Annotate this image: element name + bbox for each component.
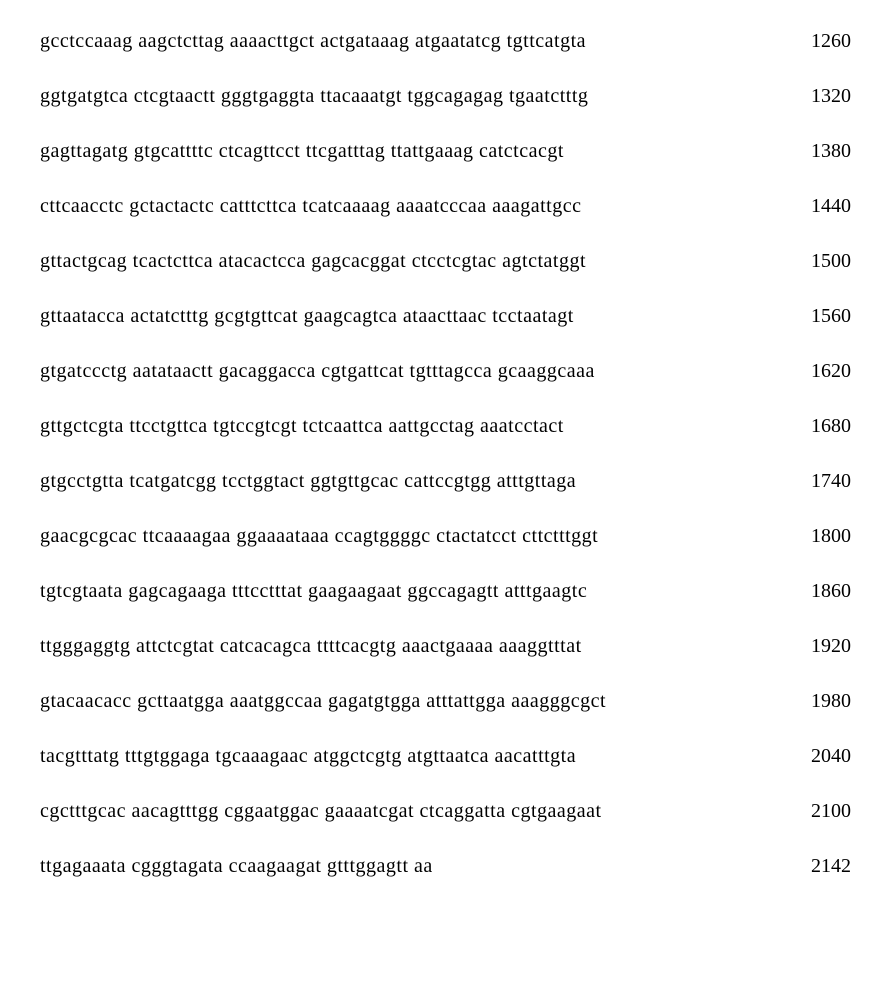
sequence-row: ttgagaaata cgggtagata ccaagaagat gtttgga… xyxy=(40,855,851,878)
position-number: 2142 xyxy=(791,855,851,878)
sequence-text: gaacgcgcac ttcaaaagaa ggaaaataaa ccagtgg… xyxy=(40,525,598,548)
sequence-row: cgctttgcac aacagtttgg cggaatggac gaaaatc… xyxy=(40,800,851,823)
position-number: 1920 xyxy=(791,635,851,658)
sequence-row: gagttagatg gtgcattttc ctcagttcct ttcgatt… xyxy=(40,140,851,163)
sequence-text: gttaatacca actatctttg gcgtgttcat gaagcag… xyxy=(40,305,574,328)
sequence-text: cgctttgcac aacagtttgg cggaatggac gaaaatc… xyxy=(40,800,602,823)
sequence-row: tacgtttatg tttgtggaga tgcaaagaac atggctc… xyxy=(40,745,851,768)
sequence-text: gtgcctgtta tcatgatcgg tcctggtact ggtgttg… xyxy=(40,470,576,493)
sequence-row: gttactgcag tcactcttca atacactcca gagcacg… xyxy=(40,250,851,273)
sequence-row: ggtgatgtca ctcgtaactt gggtgaggta ttacaaa… xyxy=(40,85,851,108)
sequence-text: gtacaacacc gcttaatgga aaatggccaa gagatgt… xyxy=(40,690,606,713)
position-number: 1740 xyxy=(791,470,851,493)
position-number: 1680 xyxy=(791,415,851,438)
position-number: 1380 xyxy=(791,140,851,163)
position-number: 1320 xyxy=(791,85,851,108)
position-number: 1620 xyxy=(791,360,851,383)
position-number: 2100 xyxy=(791,800,851,823)
sequence-text: gtgatccctg aatataactt gacaggacca cgtgatt… xyxy=(40,360,595,383)
position-number: 1500 xyxy=(791,250,851,273)
sequence-listing: gcctccaaag aagctcttag aaaacttgct actgata… xyxy=(40,30,851,878)
position-number: 2040 xyxy=(791,745,851,768)
sequence-row: tgtcgtaata gagcagaaga tttcctttat gaagaag… xyxy=(40,580,851,603)
sequence-row: gttgctcgta ttcctgttca tgtccgtcgt tctcaat… xyxy=(40,415,851,438)
sequence-text: tgtcgtaata gagcagaaga tttcctttat gaagaag… xyxy=(40,580,587,603)
sequence-row: gcctccaaag aagctcttag aaaacttgct actgata… xyxy=(40,30,851,53)
position-number: 1440 xyxy=(791,195,851,218)
sequence-text: gagttagatg gtgcattttc ctcagttcct ttcgatt… xyxy=(40,140,564,163)
sequence-text: ttgagaaata cgggtagata ccaagaagat gtttgga… xyxy=(40,855,433,878)
sequence-row: gaacgcgcac ttcaaaagaa ggaaaataaa ccagtgg… xyxy=(40,525,851,548)
position-number: 1260 xyxy=(791,30,851,53)
sequence-row: ttgggaggtg attctcgtat catcacagca ttttcac… xyxy=(40,635,851,658)
sequence-row: gtgcctgtta tcatgatcgg tcctggtact ggtgttg… xyxy=(40,470,851,493)
position-number: 1560 xyxy=(791,305,851,328)
sequence-row: gtacaacacc gcttaatgga aaatggccaa gagatgt… xyxy=(40,690,851,713)
sequence-text: gttactgcag tcactcttca atacactcca gagcacg… xyxy=(40,250,586,273)
sequence-text: tacgtttatg tttgtggaga tgcaaagaac atggctc… xyxy=(40,745,576,768)
sequence-text: gttgctcgta ttcctgttca tgtccgtcgt tctcaat… xyxy=(40,415,564,438)
sequence-row: gttaatacca actatctttg gcgtgttcat gaagcag… xyxy=(40,305,851,328)
sequence-text: cttcaacctc gctactactc catttcttca tcatcaa… xyxy=(40,195,581,218)
position-number: 1860 xyxy=(791,580,851,603)
position-number: 1800 xyxy=(791,525,851,548)
sequence-text: gcctccaaag aagctcttag aaaacttgct actgata… xyxy=(40,30,586,53)
sequence-row: cttcaacctc gctactactc catttcttca tcatcaa… xyxy=(40,195,851,218)
sequence-row: gtgatccctg aatataactt gacaggacca cgtgatt… xyxy=(40,360,851,383)
sequence-text: ttgggaggtg attctcgtat catcacagca ttttcac… xyxy=(40,635,582,658)
sequence-text: ggtgatgtca ctcgtaactt gggtgaggta ttacaaa… xyxy=(40,85,588,108)
position-number: 1980 xyxy=(791,690,851,713)
